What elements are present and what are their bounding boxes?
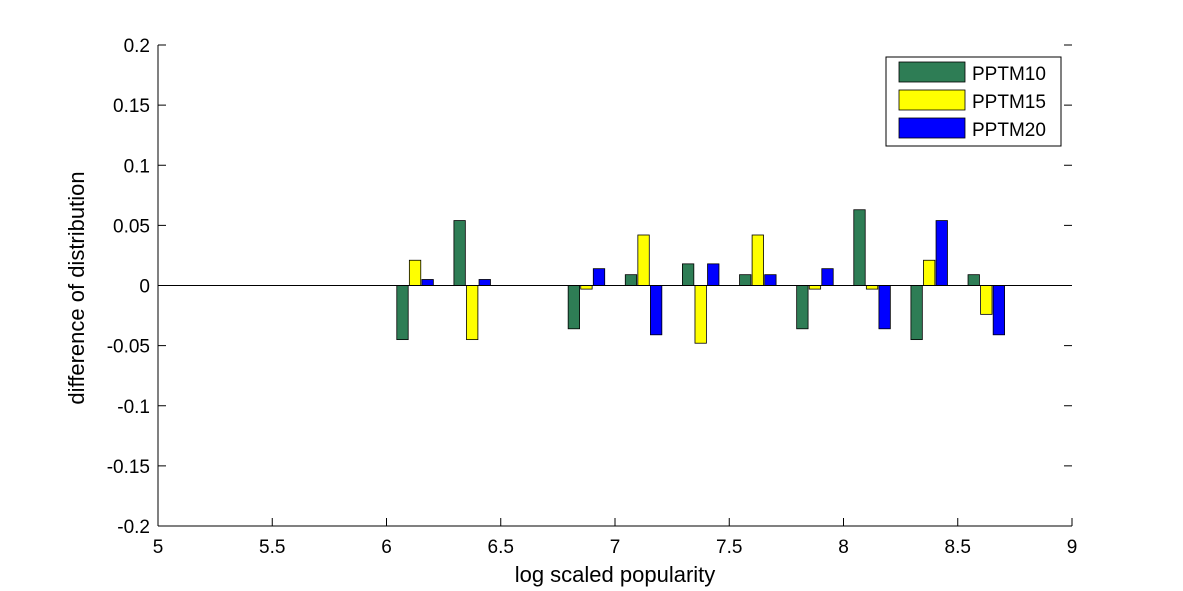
bar-pptm10-9 — [910, 285, 923, 341]
bars-group — [396, 209, 1005, 344]
x-tick-label: 9 — [1067, 537, 1078, 558]
bar-pptm20-7 — [821, 268, 834, 286]
y-tick-label: -0.1 — [117, 397, 150, 418]
bar-pptm20-2 — [478, 279, 491, 286]
y-tick-label: 0.05 — [113, 216, 150, 237]
x-tick-label: 7 — [610, 537, 621, 558]
x-tick-label: 5 — [153, 537, 164, 558]
x-ticks: 5 5.5 6 6.5 7 7.5 8 8.5 9 — [153, 518, 1078, 558]
y-tick-label: -0.15 — [107, 457, 150, 478]
y-tick-label: -0.05 — [107, 337, 150, 358]
bar-pptm20-4 — [650, 285, 663, 336]
bar-pptm10-10 — [967, 274, 980, 286]
legend-swatch-pptm10 — [898, 61, 966, 83]
bar-pptm15-2 — [466, 285, 479, 341]
x-axis-label: log scaled popularity — [515, 562, 716, 587]
x-tick-label: 7.5 — [716, 537, 742, 558]
bar-pptm10-7 — [796, 285, 809, 330]
bar-pptm20-3 — [592, 268, 606, 286]
legend-swatch-pptm20 — [898, 117, 966, 139]
bar-pptm20-9 — [935, 220, 948, 286]
bar-pptm15-7 — [808, 285, 822, 290]
bar-pptm10-4 — [624, 274, 638, 286]
x-tick-label: 8.5 — [945, 537, 971, 558]
y-tick-label: 0 — [139, 277, 150, 298]
y-tick-label: 0.1 — [124, 156, 150, 177]
bar-pptm10-6 — [739, 274, 752, 286]
legend-label-pptm10: PPTM10 — [972, 64, 1046, 85]
bar-pptm20-8 — [878, 285, 891, 330]
x-tick-label: 5.5 — [259, 537, 285, 558]
legend-label-pptm20: PPTM20 — [972, 120, 1046, 141]
bar-pptm15-3 — [580, 285, 593, 290]
legend: PPTM10 PPTM15 PPTM20 — [885, 56, 1062, 147]
legend-label-pptm15: PPTM15 — [972, 92, 1046, 113]
bar-pptm10-8 — [853, 209, 866, 286]
bar-pptm20-1 — [421, 279, 434, 286]
bar-pptm10-1 — [396, 285, 409, 341]
bar-pptm20-6 — [764, 274, 777, 286]
x-tick-label: 6 — [381, 537, 392, 558]
bar-pptm15-5 — [694, 285, 707, 344]
bar-pptm15-4 — [637, 234, 650, 286]
bar-pptm10-2 — [453, 220, 466, 286]
bar-pptm15-8 — [865, 285, 879, 290]
bar-pptm15-10 — [980, 285, 993, 315]
bar-pptm10-5 — [682, 263, 695, 286]
y-tick-label: 0.15 — [113, 96, 150, 117]
bar-pptm20-5 — [707, 263, 720, 286]
bar-pptm15-6 — [751, 234, 764, 286]
y-axis-label: difference of distribution — [64, 171, 89, 404]
legend-swatch-pptm15 — [898, 89, 966, 111]
bar-pptm15-9 — [923, 259, 936, 286]
y-tick-label: -0.2 — [117, 517, 150, 538]
bar-pptm10-3 — [567, 285, 580, 330]
y-tick-label: 0.2 — [124, 36, 150, 57]
x-tick-label: 8 — [838, 537, 849, 558]
bar-pptm20-10 — [992, 285, 1005, 336]
x-tick-label: 6.5 — [488, 537, 514, 558]
bar-pptm15-1 — [408, 259, 422, 286]
y-ticks: 0.2 0.15 0.1 0.05 0 -0.05 -0.1 -0.15 -0.2 — [107, 36, 1072, 538]
